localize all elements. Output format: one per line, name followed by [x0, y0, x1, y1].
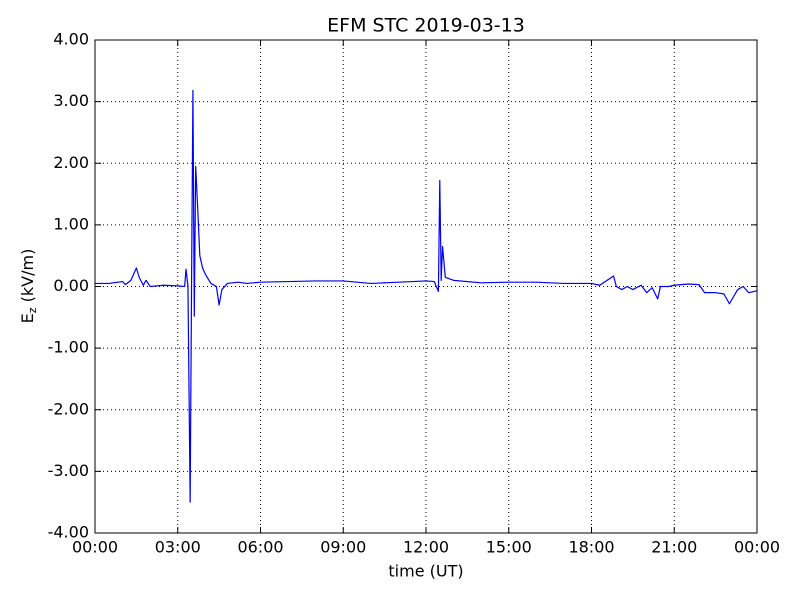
- y-tick-label: -3.00: [48, 461, 89, 480]
- y-tick-label: 2.00: [53, 153, 89, 172]
- x-tick-label: 00:00: [734, 538, 780, 557]
- x-tick-label: 15:00: [486, 538, 532, 557]
- y-label-unit: (kV/m): [18, 249, 37, 308]
- chart-title: EFM STC 2019-03-13: [327, 15, 525, 37]
- y-tick-label: -4.00: [48, 523, 89, 542]
- y-tick-label: 4.00: [53, 30, 89, 49]
- x-tick-label: 03:00: [155, 538, 201, 557]
- x-tick-label: 06:00: [237, 538, 283, 557]
- x-tick-label: 12:00: [403, 538, 449, 557]
- x-tick-label: 18:00: [568, 538, 614, 557]
- y-label-base: E: [18, 313, 37, 323]
- x-tick-label: 09:00: [320, 538, 366, 557]
- x-axis-label: time (UT): [388, 562, 463, 581]
- data-line: [95, 89, 758, 503]
- y-axis-label: Ez (kV/m): [18, 249, 40, 324]
- y-tick-label: -1.00: [48, 338, 89, 357]
- y-tick-label: -2.00: [48, 399, 89, 418]
- x-tick-label: 00:00: [72, 538, 118, 557]
- y-label-sub: z: [26, 307, 39, 313]
- y-tick-label: 3.00: [53, 91, 89, 110]
- y-tick-label: 1.00: [53, 214, 89, 233]
- plot-frame: [94, 39, 758, 534]
- x-tick-label: 21:00: [651, 538, 697, 557]
- y-tick-label: 0.00: [53, 276, 89, 295]
